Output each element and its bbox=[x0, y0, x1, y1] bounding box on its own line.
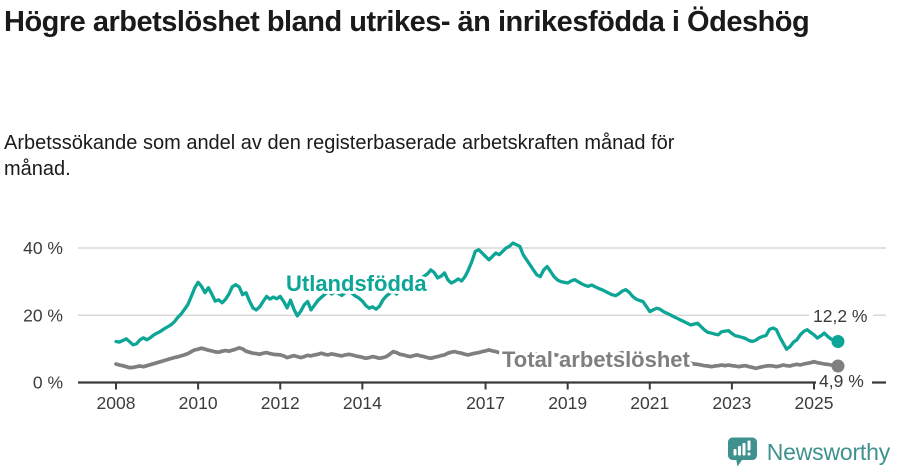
x-tick-label: 2010 bbox=[179, 393, 218, 413]
chart-subtitle: Arbetssökande som andel av den registerb… bbox=[4, 132, 675, 180]
y-tick-label: 20 % bbox=[23, 305, 63, 325]
page-title: Högre arbetslöshet bland utrikes- än inr… bbox=[4, 6, 810, 38]
y-tick-label: 40 % bbox=[23, 238, 63, 258]
series-end-dot-total-arbetsloshet bbox=[831, 359, 845, 373]
series-line-utlandsfodda bbox=[114, 241, 840, 351]
series-label-utlandsfodda: Utlandsfödda bbox=[286, 271, 427, 296]
newsworthy-logo: Newsworthy bbox=[727, 436, 890, 468]
y-tick-label: 0 % bbox=[33, 373, 63, 393]
x-tick-label: 2019 bbox=[548, 393, 587, 413]
end-label-background bbox=[809, 306, 873, 326]
x-tick-label: 2023 bbox=[712, 393, 751, 413]
newsworthy-wordmark: Newsworthy bbox=[766, 438, 890, 465]
x-tick-label: 2008 bbox=[97, 393, 136, 413]
x-tick-label: 2017 bbox=[466, 393, 505, 413]
series-line-total-arbetsloshet bbox=[114, 346, 840, 371]
end-value-label-total-arbetsloshet: 4,9 % bbox=[819, 371, 864, 391]
newsworthy-bar-chart-pin-icon bbox=[727, 437, 757, 467]
end-label-background bbox=[816, 371, 872, 390]
x-tick-label: 2025 bbox=[795, 393, 834, 413]
x-tick-label: 2014 bbox=[343, 393, 382, 413]
x-tick-label: 2021 bbox=[630, 393, 669, 413]
x-tick-label: 2012 bbox=[261, 393, 300, 413]
end-value-label-utlandsfodda: 12,2 % bbox=[813, 306, 867, 326]
series-end-dot-utlandsfodda bbox=[831, 334, 845, 348]
series-label-total-arbetsloshet: Total arbetslöshet bbox=[502, 347, 691, 372]
